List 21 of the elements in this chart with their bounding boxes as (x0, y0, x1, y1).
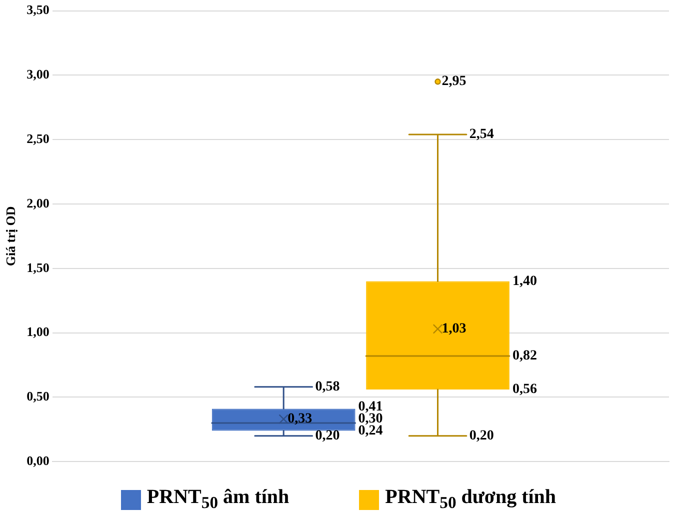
legend-label: PRNT$_{50}$ âm tính (146, 486, 290, 513)
annotation: 0,20 (469, 428, 494, 444)
annotation: 2,95 (442, 74, 466, 90)
y-axis-title: Giá trị OD (3, 206, 18, 266)
y-tick-label: 1,00 (26, 324, 50, 340)
annotation: 0,58 (315, 380, 340, 395)
annotation: 2,54 (469, 127, 494, 142)
annotation: 0,56 (512, 382, 537, 398)
legend-label: PRNT$_{50}$ dương tính (385, 486, 556, 513)
annotation: 0,20 (315, 428, 340, 444)
y-tick-label: 0,50 (26, 388, 50, 404)
annotation: 1,40 (512, 274, 537, 289)
annotation: 0,82 (512, 348, 537, 364)
y-tick-label: 1,50 (26, 260, 50, 275)
annotation: 0,33 (288, 412, 312, 427)
y-tick-label: 0,00 (26, 452, 50, 468)
annotation: 1,03 (442, 322, 466, 337)
y-tick-label: 3,00 (26, 66, 50, 82)
y-tick-label: 3,50 (26, 2, 50, 18)
y-tick-label: 2,50 (26, 130, 50, 146)
y-tick-label: 2,00 (26, 195, 50, 210)
